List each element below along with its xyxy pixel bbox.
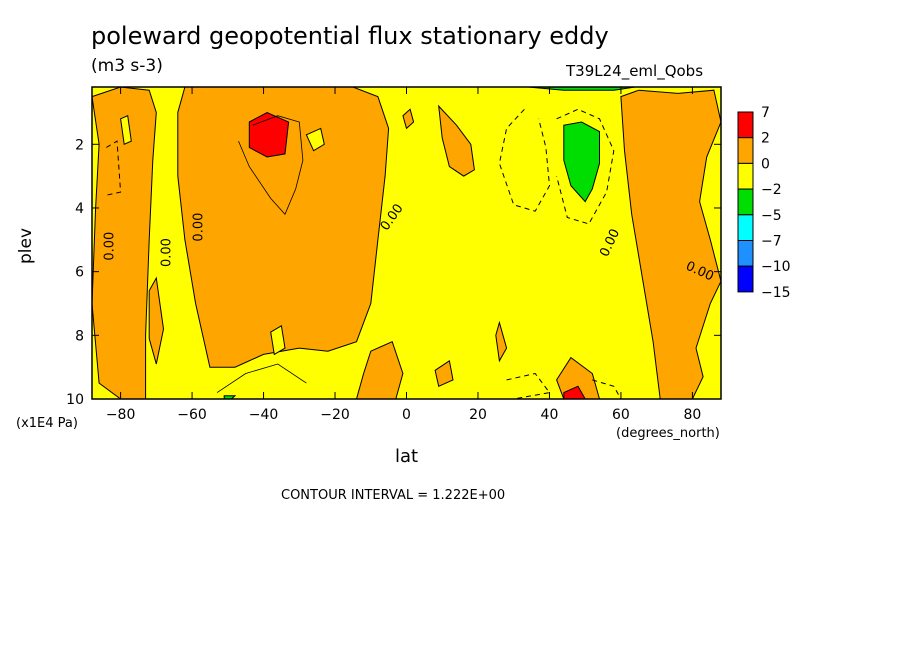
colorbar-swatch: [737, 240, 754, 267]
y-axis-label: plev: [16, 227, 36, 264]
contour-value-label: 0.00: [102, 232, 117, 261]
colorbar-label: 7: [761, 105, 770, 121]
contour-value-label: 0.00: [160, 238, 175, 267]
contour-region: [148, 276, 165, 365]
contour-region: [495, 320, 508, 363]
y-tick-label: 8: [75, 328, 84, 344]
colorbar-swatch: [737, 188, 754, 216]
colorbar-swatch: [737, 162, 754, 190]
colorbar-label: −10: [761, 259, 791, 275]
contour-region: [620, 89, 722, 400]
colorbar-legend: 7 2 0 −2 −5 −7 −10 −15: [737, 105, 791, 301]
chart-units: (m3 s-3): [91, 56, 163, 76]
colorbar-label: −2: [761, 182, 782, 198]
solid-contour-line: [238, 115, 304, 216]
dashed-contour-line: [556, 108, 615, 225]
contour-region: [177, 86, 390, 368]
y-tick-label: 10: [66, 392, 84, 408]
colorbar-swatch: [737, 137, 754, 164]
x-tick-label: −40: [249, 407, 279, 423]
y-tick-label: 6: [75, 265, 84, 281]
colorbar-label: −7: [761, 234, 782, 250]
contour-region: [556, 356, 601, 400]
x-tick-label: 80: [683, 407, 701, 423]
x-tick-label: −60: [177, 407, 207, 423]
x-axis: −80 −60 −40 −20 0 20 40 60 80: [106, 87, 701, 423]
contour-region: [270, 324, 286, 356]
solid-contour-line: [216, 363, 307, 393]
y-tick-label: 2: [75, 137, 84, 153]
x-tick-label: −20: [320, 407, 350, 423]
dashed-contour-line: [592, 379, 622, 400]
contour-region: [305, 127, 325, 152]
y-axis: 2 4 6 8 10: [66, 137, 721, 408]
filled-regions: [91, 86, 722, 400]
contour-region: [434, 359, 454, 388]
dashed-contour-line: [498, 108, 551, 212]
colorbar-label: 2: [761, 131, 770, 147]
contour-region: [248, 111, 290, 158]
chart-title: poleward geopotential flux stationary ed…: [91, 22, 609, 50]
dataset-label: T39L24_eml_Qobs: [566, 62, 704, 80]
x-tick-label: 40: [541, 407, 559, 423]
x-axis-unit: (degrees_north): [616, 426, 720, 441]
contour-region: [402, 108, 415, 130]
colorbar-label: −15: [761, 285, 791, 301]
contour-region: [91, 86, 157, 400]
contour-lines: [106, 108, 622, 400]
colorbar-swatch: [737, 111, 754, 139]
dashed-contour-line: [106, 140, 122, 196]
colorbar-swatch: [737, 265, 754, 293]
colorbar-label: −5: [761, 208, 782, 224]
colorbar-label: 0: [761, 156, 770, 172]
contour-value-label: 0.00: [192, 213, 207, 242]
x-axis-label: lat: [395, 446, 419, 467]
contour-region: [438, 104, 475, 177]
contour-region: [120, 114, 132, 146]
colorbar-swatch: [737, 214, 754, 242]
contour-region: [563, 121, 600, 203]
y-axis-unit: (x1E4 Pa): [16, 416, 78, 431]
y-tick-label: 4: [75, 201, 84, 217]
x-tick-label: 0: [402, 407, 411, 423]
x-tick-label: 60: [612, 407, 630, 423]
contour-interval-note: CONTOUR INTERVAL = 1.222E+00: [281, 488, 506, 503]
x-tick-label: 20: [469, 407, 487, 423]
x-tick-label: −80: [106, 407, 136, 423]
